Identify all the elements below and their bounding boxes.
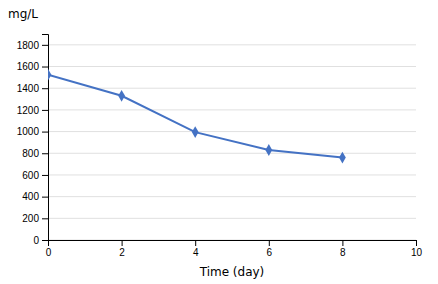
y-tick-label: 1400	[17, 83, 40, 94]
y-tick-mark	[42, 110, 48, 111]
grid-line	[48, 153, 416, 154]
grid	[48, 45, 416, 240]
plot: 0 2 4 6 8 10 0 200 400 600 800 1000 1200 1400 1600 1800	[17, 35, 423, 259]
point	[48, 69, 51, 81]
x-tick: 6	[267, 240, 273, 258]
y-tick: 1600	[17, 61, 48, 72]
y-tick: 800	[22, 148, 48, 159]
x-axis-title: Time (day)	[199, 265, 265, 279]
x-tick-mark	[416, 240, 417, 246]
y-tick-label: 1600	[17, 61, 40, 72]
x-tick-label: 6	[267, 247, 273, 258]
chart: 0 2 4 6 8 10 0 200 400 600 800 1000 1200 1400 1600 1800…	[0, 0, 438, 284]
y-tick: 1800	[17, 40, 48, 51]
x-tick-mark	[195, 240, 196, 246]
grid-line	[48, 109, 416, 110]
y-tick: 400	[22, 191, 48, 202]
y-tick-label: 600	[22, 170, 39, 181]
y-tick-label: 1000	[17, 126, 40, 137]
x-axis-line	[49, 241, 417, 247]
y-tick: 1000	[17, 126, 48, 137]
y-tick-label: 800	[22, 148, 39, 159]
y-tick-label: 0	[33, 235, 39, 246]
x-tick-label: 10	[411, 247, 423, 258]
x-tick: 2	[119, 240, 125, 258]
grid-line	[48, 174, 416, 175]
y-tick: 0	[33, 235, 48, 246]
x-tick-label: 0	[46, 247, 52, 258]
y-tick: 600	[22, 170, 48, 181]
y-tick-mark	[42, 153, 48, 154]
x-axis: 0 2 4 6 8 10	[46, 240, 423, 258]
x-tick-mark	[269, 240, 270, 246]
point	[339, 152, 346, 164]
line	[48, 75, 342, 158]
x-tick: 0	[46, 240, 52, 258]
grid-line	[48, 131, 416, 132]
x-tick: 10	[411, 240, 423, 258]
x-tick: 8	[340, 240, 346, 258]
y-tick: 1400	[17, 83, 48, 94]
x-tick-mark	[342, 240, 343, 246]
y-tick-mark	[42, 197, 48, 198]
point	[265, 144, 272, 156]
x-tick: 4	[193, 240, 199, 258]
y-tick-label: 400	[22, 191, 39, 202]
x-tick-mark	[122, 240, 123, 246]
point	[192, 126, 199, 138]
y-tick-mark	[42, 67, 48, 68]
grid-line	[48, 44, 416, 45]
y-tick-mark	[42, 45, 48, 46]
x-tick-label: 8	[340, 247, 346, 258]
y-tick-mark	[42, 240, 48, 241]
marks	[48, 69, 346, 164]
point	[118, 90, 125, 102]
y-tick-mark	[42, 132, 48, 133]
grid-line	[48, 66, 416, 67]
x-tick-label: 4	[193, 247, 199, 258]
y-tick: 1200	[17, 105, 48, 116]
y-axis-line	[42, 35, 49, 241]
grid-line	[48, 218, 416, 219]
y-tick: 200	[22, 213, 48, 224]
x-tick-label: 2	[119, 247, 125, 258]
y-tick-label: 1800	[17, 40, 40, 51]
grid-line	[48, 196, 416, 197]
y-axis: 0 200 400 600 800 1000 1200 1400 1600 1800	[17, 35, 49, 246]
y-tick-label: 200	[22, 213, 39, 224]
grid-line	[48, 88, 416, 89]
y-tick-mark	[42, 218, 48, 219]
y-tick-mark	[42, 88, 48, 89]
y-axis-title: mg/L	[8, 7, 38, 21]
y-tick-label: 1200	[17, 105, 40, 116]
y-tick-mark	[42, 175, 48, 176]
